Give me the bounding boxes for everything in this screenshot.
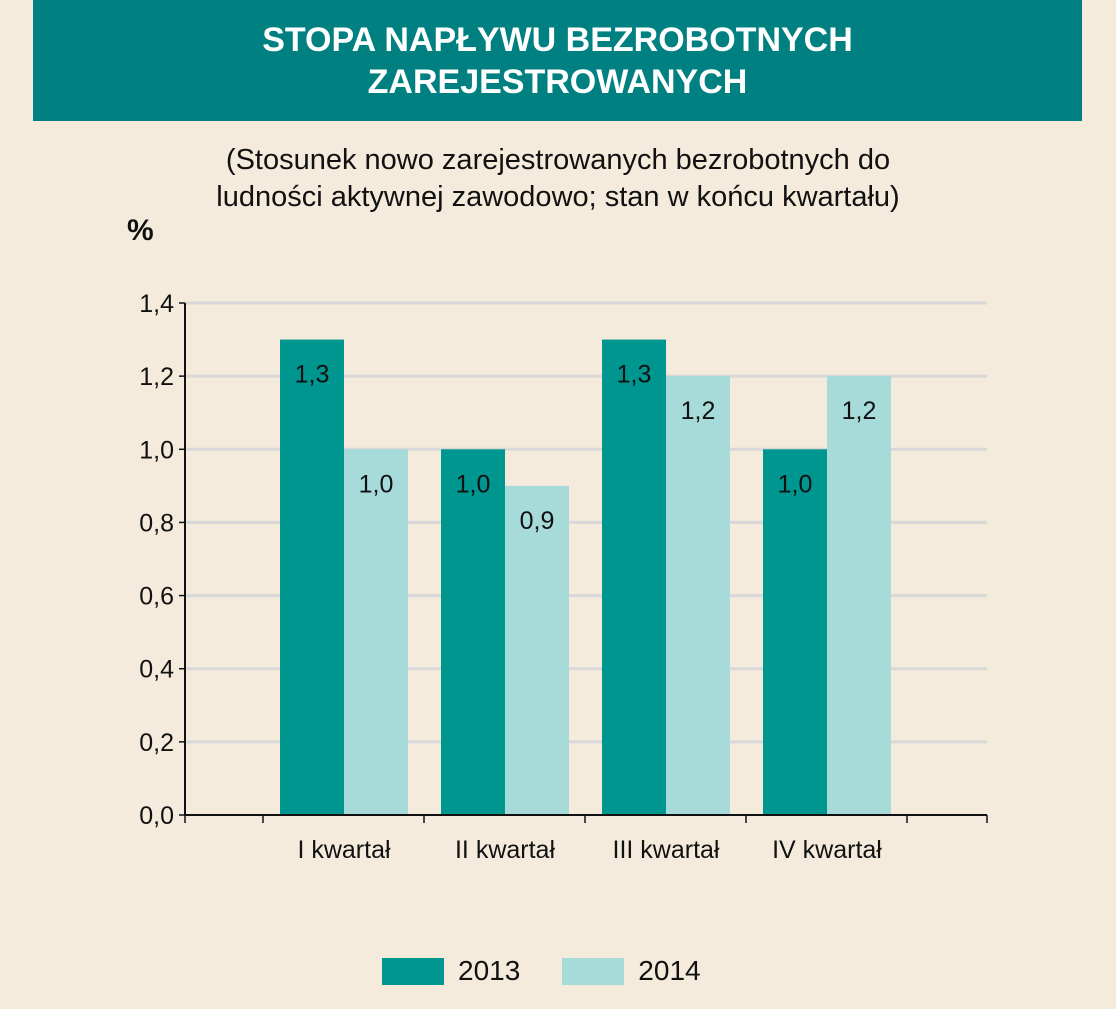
bar-chart: 0,0 0,2 0,4 0,6 0,8 1,0 1,2 1,4 1,3 1,0 1,3 1,0 1,0 0… xyxy=(139,290,988,864)
bar-2013-1 xyxy=(280,339,344,815)
legend-swatch-2014 xyxy=(562,957,625,985)
bar-2013-2 xyxy=(441,449,505,815)
y-tick-label: 0,0 xyxy=(139,802,174,830)
y-tick-label: 1,0 xyxy=(139,436,174,464)
x-category-label: III kwartał xyxy=(613,836,720,864)
y-tick-label: 0,2 xyxy=(139,729,174,757)
x-category-label: IV kwartał xyxy=(772,836,882,864)
y-axis-unit-label: % xyxy=(127,214,154,247)
chart-subtitle-line-1: (Stosunek nowo zarejestrowanych bezrobot… xyxy=(225,144,891,176)
y-tick-label: 1,2 xyxy=(139,363,174,391)
data-label-2013-2: 1,0 xyxy=(456,470,491,498)
y-tick-label: 0,6 xyxy=(139,583,174,611)
bar-2013-4 xyxy=(763,449,827,815)
data-label-2014-4: 1,2 xyxy=(842,397,877,425)
x-category-label: I kwartał xyxy=(297,836,391,864)
chart-title-banner: STOPA NAPŁYWU BEZROBOTNYCH ZAREJESTROWAN… xyxy=(33,0,1082,121)
x-category-label: II kwartał xyxy=(455,836,555,864)
legend-label-2013: 2013 xyxy=(458,955,521,986)
data-label-2014-3: 1,2 xyxy=(681,397,716,425)
legend-item-2013: 2013 xyxy=(382,955,520,987)
legend-label-2014: 2014 xyxy=(638,955,701,986)
bar-2013-3 xyxy=(602,339,666,815)
bar-2014-2 xyxy=(505,485,569,815)
y-tick-label: 1,4 xyxy=(139,290,174,318)
y-tick-label: 0,8 xyxy=(139,509,174,537)
data-label-2014-1: 1,0 xyxy=(359,470,394,498)
data-label-2013-1: 1,3 xyxy=(295,361,330,389)
chart-subtitle: (Stosunek nowo zarejestrowanych bezrobot… xyxy=(0,142,1116,216)
bar-2014-4 xyxy=(827,376,891,815)
y-tick-label: 0,4 xyxy=(139,656,174,684)
data-label-2014-2: 0,9 xyxy=(520,507,555,535)
chart-subtitle-line-2: ludności aktywnej zawodowo; stan w końcu… xyxy=(216,181,900,213)
chart-legend: 2013 2014 xyxy=(382,955,743,987)
chart-title-line-1: STOPA NAPŁYWU BEZROBOTNYCH xyxy=(262,20,853,59)
legend-item-2014: 2014 xyxy=(562,955,701,987)
data-label-2013-4: 1,0 xyxy=(778,470,813,498)
bar-2014-3 xyxy=(666,376,730,815)
chart-title-line-2: ZAREJESTROWANYCH xyxy=(367,62,748,101)
data-label-2013-3: 1,3 xyxy=(617,361,652,389)
legend-swatch-2013 xyxy=(382,957,444,985)
bar-2014-1 xyxy=(344,449,408,815)
